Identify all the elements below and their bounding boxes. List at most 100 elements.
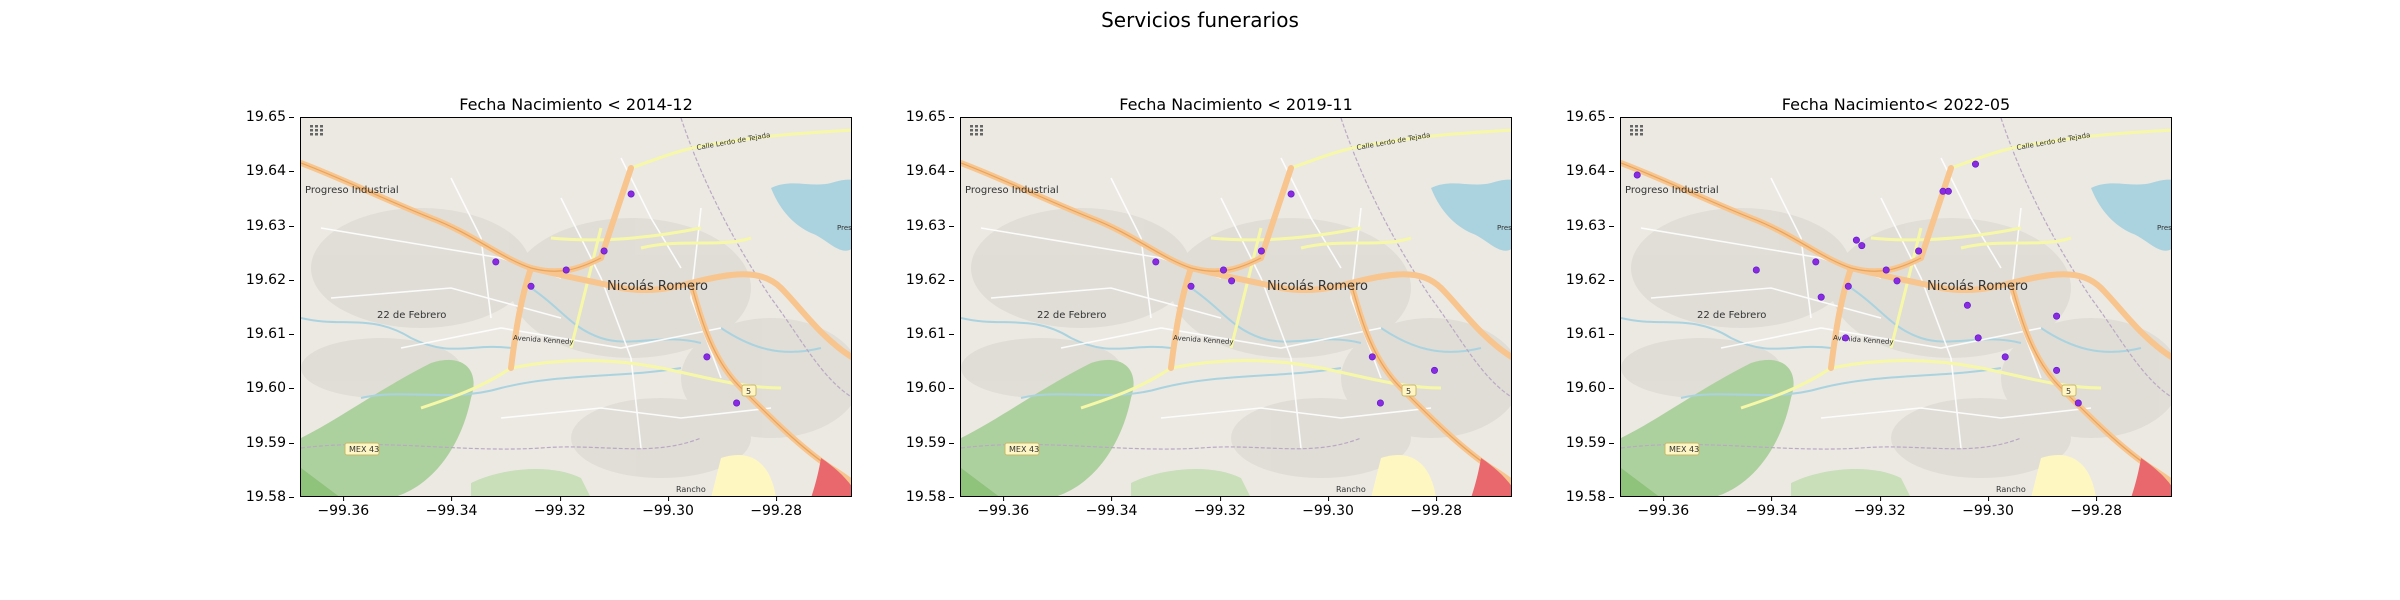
y-tick-label: 19.65 (1565, 109, 1615, 125)
map-panel-1: Fecha Nacimiento < 2014-12 (246, 95, 852, 519)
data-point (1812, 258, 1820, 266)
data-point (1882, 266, 1890, 274)
data-point (492, 258, 500, 266)
data-point (1852, 236, 1860, 244)
y-tick-label: 19.60 (245, 380, 295, 397)
place-label-progreso: Progreso Industrial (965, 185, 1059, 196)
data-point (703, 353, 711, 361)
y-tick-label: 19.60 (1565, 380, 1615, 397)
data-point (600, 247, 608, 255)
y-tick-label: 19.65 (245, 109, 295, 125)
place-label-nicolas-romero: Nicolás Romero (607, 279, 708, 294)
points-layer (1633, 160, 2082, 407)
data-point (2053, 366, 2061, 374)
data-point (627, 190, 635, 198)
y-tick-label: 19.64 (245, 163, 295, 180)
panel-title: Fecha Nacimiento < 2014-12 (459, 95, 693, 114)
y-tick-label: 19.61 (905, 326, 955, 343)
y-tick-label: 19.62 (1565, 271, 1615, 288)
data-point (1842, 334, 1850, 342)
data-point (1368, 353, 1376, 361)
data-point (1963, 301, 1971, 309)
data-point (527, 282, 535, 290)
route-shield-5: 5 (1406, 387, 1411, 396)
data-point (733, 399, 741, 407)
place-label-rancho: Rancho (1996, 485, 2026, 494)
data-point (1974, 334, 1982, 342)
place-label-progreso: Progreso Industrial (305, 185, 399, 196)
place-label-presa: Presa (2157, 224, 2172, 232)
x-tick-label: −99.36 (977, 496, 1030, 519)
x-tick-label: −99.28 (750, 496, 803, 519)
x-tick-label: −99.30 (1962, 496, 2014, 519)
y-tick-label: 19.58 (1565, 489, 1615, 505)
data-point (1152, 258, 1160, 266)
place-label-rancho: Rancho (676, 485, 706, 494)
data-point (1219, 266, 1227, 274)
data-point (1844, 282, 1852, 290)
y-tick-label: 19.58 (905, 489, 955, 505)
x-tick-label: −99.34 (1745, 496, 1798, 519)
x-tick-label: −99.34 (1085, 496, 1138, 519)
y-tick-label: 19.59 (245, 434, 295, 451)
x-tick-label: −99.28 (1410, 496, 1463, 519)
place-label-nicolas-romero: Nicolás Romero (1927, 279, 2028, 294)
grid-menu-icon[interactable] (310, 125, 324, 137)
x-tick-label: −99.28 (2070, 496, 2123, 519)
map-panel-3: Fecha Nacimiento< 2022-05 (1566, 95, 2172, 519)
map-panel-2: Fecha Nacimiento < 2019-11 (906, 95, 1512, 519)
route-shield-mex43: MEX 43 (1009, 445, 1039, 454)
y-tick-label: 19.61 (245, 326, 295, 343)
figure-title: Servicios funerarios (1101, 8, 1299, 32)
place-label-progreso: Progreso Industrial (1625, 185, 1719, 196)
y-tick-label: 19.65 (905, 109, 955, 125)
x-tick-label: −99.32 (1853, 496, 1906, 519)
route-shield-mex43: MEX 43 (1669, 445, 1699, 454)
x-tick-label: −99.34 (425, 496, 478, 519)
y-tick-label: 19.63 (1565, 217, 1615, 234)
x-tick-label: −99.32 (1193, 496, 1246, 519)
x-tick-label: −99.32 (533, 496, 586, 519)
y-tick-label: 19.58 (245, 489, 295, 505)
grid-menu-icon[interactable] (1630, 125, 1644, 137)
data-point (1858, 242, 1866, 250)
x-tick-label: −99.30 (1302, 496, 1354, 519)
y-tick-label: 19.63 (245, 217, 295, 234)
grid-menu-icon[interactable] (970, 125, 984, 137)
points-layer (492, 190, 741, 407)
data-point (1893, 277, 1901, 285)
data-point (2053, 312, 2061, 320)
place-label-nicolas-romero: Nicolás Romero (1267, 279, 1368, 294)
place-label-presa: Presa (837, 224, 852, 232)
route-shield-mex43: MEX 43 (349, 445, 379, 454)
x-tick-label: −99.36 (1637, 496, 1690, 519)
data-point (1752, 266, 1760, 274)
data-point (1287, 190, 1295, 198)
place-label-22-febrero: 22 de Febrero (1037, 310, 1106, 321)
y-tick-label: 19.61 (1565, 326, 1615, 343)
y-tick-label: 19.64 (905, 163, 955, 180)
data-point (2001, 353, 2009, 361)
panel-title: Fecha Nacimiento< 2022-05 (1781, 95, 2011, 114)
map-axes: Progreso Industrial 22 de Febrero Nicolá… (300, 117, 852, 497)
route-shield-5: 5 (2066, 387, 2071, 396)
place-label-22-febrero: 22 de Febrero (377, 310, 446, 321)
y-tick-label: 19.62 (245, 271, 295, 288)
data-point (1376, 399, 1384, 407)
y-tick-label: 19.64 (1565, 163, 1615, 180)
route-shield-5: 5 (746, 387, 751, 396)
y-tick-label: 19.59 (1565, 434, 1615, 451)
place-label-rancho: Rancho (1336, 485, 1366, 494)
map-axes: Progreso Industrial 22 de Febrero Nicolá… (1620, 117, 2172, 497)
data-point (1430, 366, 1438, 374)
data-point (1915, 247, 1923, 255)
data-point (1187, 282, 1195, 290)
map-axes: Progreso Industrial 22 de Febrero Nicolá… (960, 117, 1512, 497)
data-point (1257, 247, 1265, 255)
data-point (562, 266, 570, 274)
data-point (2074, 399, 2082, 407)
data-point (1944, 187, 1952, 195)
data-point (1971, 160, 1979, 168)
points-layer (1152, 190, 1438, 407)
place-label-presa: Presa (1497, 224, 1512, 232)
